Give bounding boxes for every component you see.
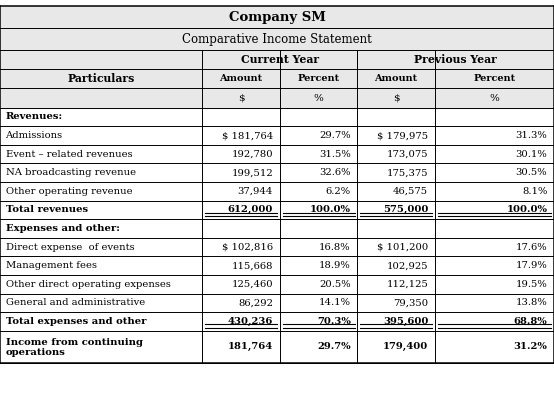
Text: $ 101,200: $ 101,200	[377, 242, 428, 252]
Text: 19.5%: 19.5%	[516, 280, 547, 289]
Text: 181,764: 181,764	[228, 342, 273, 351]
Text: 31.2%: 31.2%	[514, 342, 547, 351]
Text: 31.3%: 31.3%	[516, 131, 547, 140]
Text: Other direct operating expenses: Other direct operating expenses	[6, 280, 171, 289]
Text: 112,125: 112,125	[386, 280, 428, 289]
Text: Income from continuing
operations: Income from continuing operations	[6, 338, 142, 357]
Text: Previous Year: Previous Year	[414, 54, 497, 65]
Text: Event – related revenues: Event – related revenues	[6, 150, 132, 159]
Text: 13.8%: 13.8%	[516, 298, 547, 308]
Text: 17.9%: 17.9%	[516, 261, 547, 270]
Text: 125,460: 125,460	[232, 280, 273, 289]
Text: Total expenses and other: Total expenses and other	[6, 317, 146, 326]
Text: Direct expense  of events: Direct expense of events	[6, 242, 134, 252]
Text: Revenues:: Revenues:	[6, 112, 63, 122]
Text: Percent: Percent	[473, 74, 516, 83]
Text: Other operating revenue: Other operating revenue	[6, 187, 132, 196]
Text: 192,780: 192,780	[232, 150, 273, 159]
Text: 30.1%: 30.1%	[516, 150, 547, 159]
Text: Amount: Amount	[375, 74, 418, 83]
Text: $ 102,816: $ 102,816	[222, 242, 273, 252]
Text: 30.5%: 30.5%	[516, 168, 547, 177]
Text: 17.6%: 17.6%	[516, 242, 547, 252]
Text: %: %	[314, 94, 324, 102]
Text: 115,668: 115,668	[232, 261, 273, 270]
Text: 18.9%: 18.9%	[319, 261, 351, 270]
Text: $: $	[393, 94, 399, 102]
Text: 175,375: 175,375	[387, 168, 428, 177]
Text: 100.0%: 100.0%	[310, 206, 351, 214]
Text: 46,575: 46,575	[393, 187, 428, 196]
Text: 31.5%: 31.5%	[319, 150, 351, 159]
Text: 16.8%: 16.8%	[319, 242, 351, 252]
Text: 179,400: 179,400	[383, 342, 428, 351]
Text: Admissions: Admissions	[6, 131, 63, 140]
Text: 173,075: 173,075	[387, 150, 428, 159]
Text: 29.7%: 29.7%	[317, 342, 351, 351]
Text: 86,292: 86,292	[238, 298, 273, 308]
Text: 430,236: 430,236	[228, 317, 273, 326]
Text: 612,000: 612,000	[228, 205, 273, 214]
Text: 6.2%: 6.2%	[326, 187, 351, 196]
Text: %: %	[490, 94, 499, 102]
Text: $: $	[238, 94, 244, 102]
Text: 102,925: 102,925	[387, 261, 428, 270]
Text: Total revenues: Total revenues	[6, 206, 88, 214]
Text: Percent: Percent	[297, 74, 340, 83]
Text: $ 179,975: $ 179,975	[377, 131, 428, 140]
Text: Comparative Income Statement: Comparative Income Statement	[182, 32, 372, 46]
Text: Amount: Amount	[219, 74, 263, 83]
Text: Management fees: Management fees	[6, 261, 96, 270]
Text: 100.0%: 100.0%	[506, 206, 547, 214]
Text: NA broadcasting revenue: NA broadcasting revenue	[6, 168, 136, 177]
Text: Particulars: Particulars	[68, 73, 135, 84]
Text: 8.1%: 8.1%	[522, 187, 547, 196]
Text: 14.1%: 14.1%	[319, 298, 351, 308]
Text: 20.5%: 20.5%	[319, 280, 351, 289]
Text: 199,512: 199,512	[232, 168, 273, 177]
Text: 32.6%: 32.6%	[319, 168, 351, 177]
Text: General and administrative: General and administrative	[6, 298, 145, 308]
Text: 68.8%: 68.8%	[514, 317, 547, 326]
Text: Current Year: Current Year	[240, 54, 319, 65]
Text: 79,350: 79,350	[393, 298, 428, 308]
Text: 29.7%: 29.7%	[319, 131, 351, 140]
Text: 395,600: 395,600	[383, 317, 428, 326]
Text: Company SM: Company SM	[229, 10, 325, 24]
Text: 37,944: 37,944	[238, 187, 273, 196]
Text: 70.3%: 70.3%	[317, 317, 351, 326]
Text: $ 181,764: $ 181,764	[222, 131, 273, 140]
Text: 575,000: 575,000	[383, 205, 428, 214]
Text: Expenses and other:: Expenses and other:	[6, 224, 120, 233]
